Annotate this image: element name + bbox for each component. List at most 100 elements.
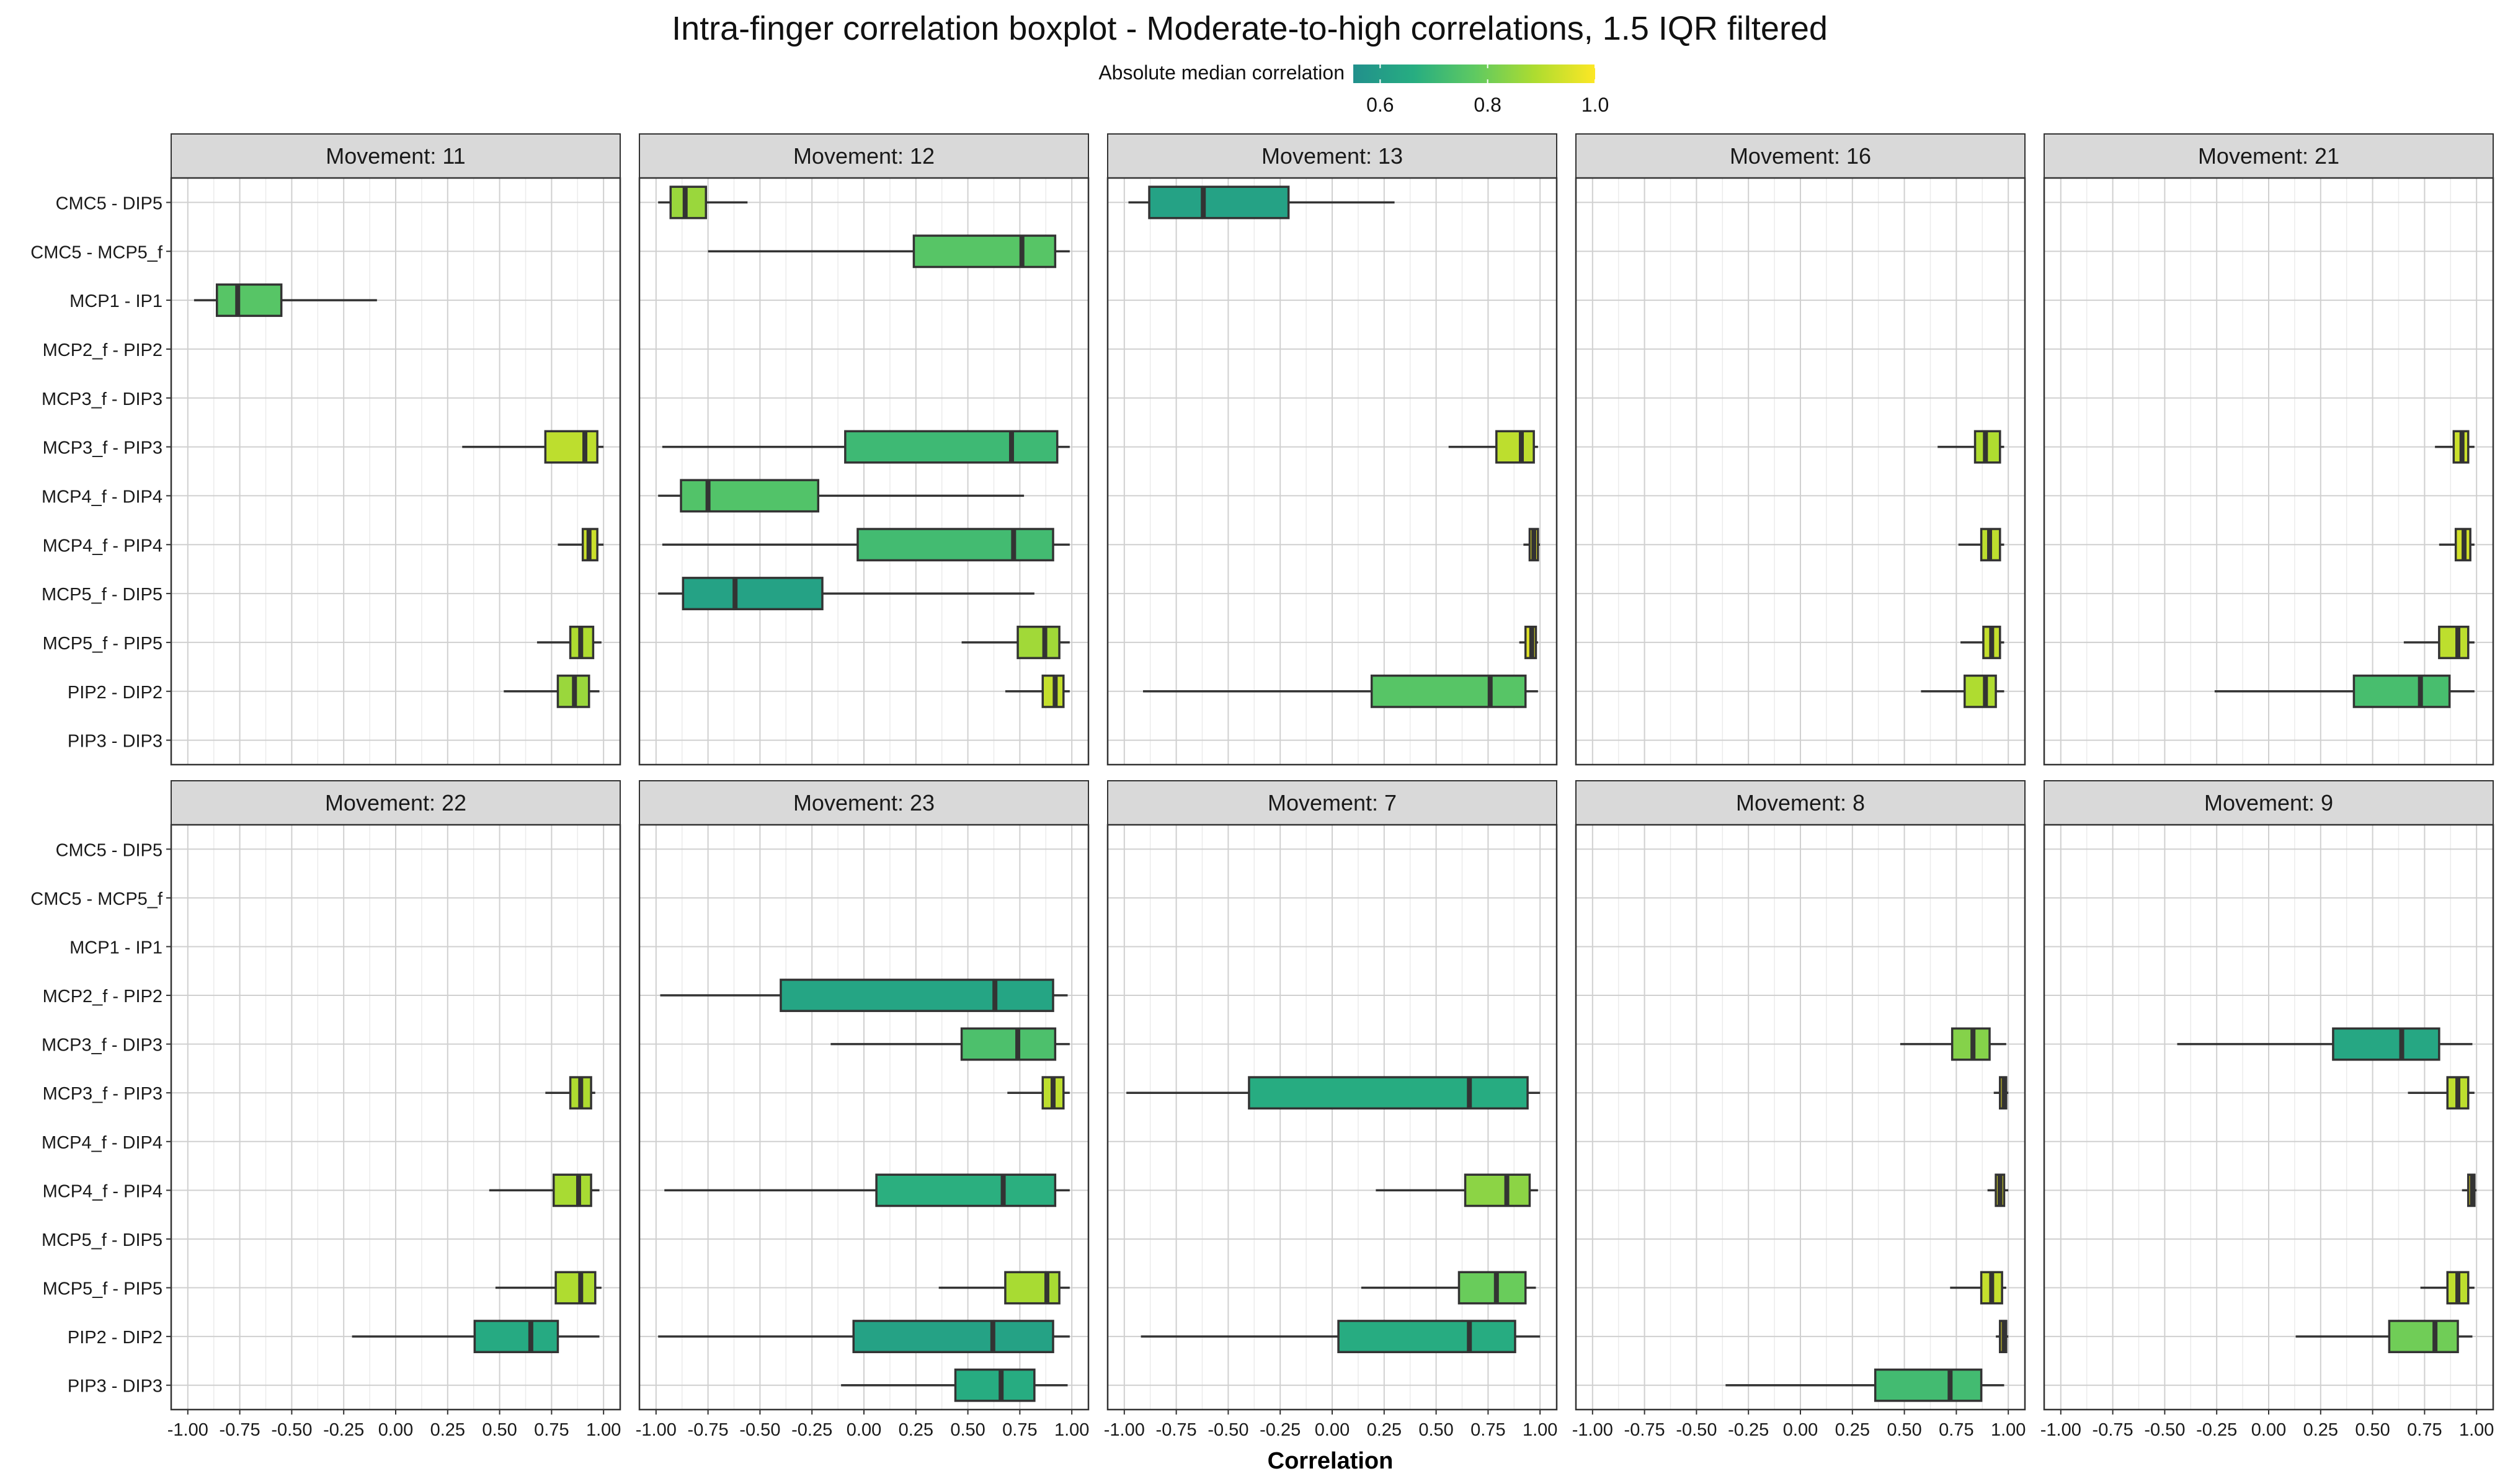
box-mcp5-f-pip5: [1950, 1271, 2006, 1305]
y-tick-label: MCP4_f - DIP4: [42, 1133, 162, 1153]
y-tick-label: MCP3_f - DIP3: [42, 1036, 162, 1055]
panel-border: [170, 177, 621, 766]
y-tick-label: MCP5_f - PIP5: [43, 634, 162, 654]
box-mcp5-f-pip5: [2420, 1271, 2475, 1305]
y-tick-label: MCP4_f - PIP4: [43, 536, 162, 556]
facet-strip-label: Movement: 8: [1736, 790, 1865, 815]
y-tick-label: MCP2_f - PIP2: [43, 340, 162, 360]
facet-strip-label: Movement: 11: [326, 143, 465, 169]
box-mcp4-f-dip4: [658, 479, 1025, 513]
color-legend: Absolute median correlation 0.6 0.8 1.0: [1098, 61, 1609, 116]
x-tick-label: 1.00: [586, 1420, 621, 1440]
x-tick-label: 0.50: [950, 1420, 985, 1440]
facet-panel: Movement: 21: [2043, 133, 2494, 766]
y-tick-label: MCP2_f - PIP2: [43, 987, 162, 1006]
facet-panel: Movement: 13: [1106, 133, 1558, 766]
box-mcp3-f-pip3: [545, 1076, 595, 1110]
box-iqr: [780, 979, 1054, 1012]
box-mcp4-f-pip4: [1376, 1173, 1538, 1207]
box-mcp4-f-pip4: [489, 1173, 600, 1207]
x-tick-label: 0.75: [1002, 1420, 1037, 1440]
box-mcp5-f-pip5: [1361, 1271, 1536, 1305]
box-iqr: [844, 430, 1059, 464]
x-tick-label: -0.50: [271, 1420, 312, 1440]
box-mcp3-f-pip3: [1993, 1076, 2009, 1110]
y-tick-label: MCP5_f - DIP5: [42, 1230, 162, 1250]
box-mcp4-f-pip4: [664, 1173, 1070, 1207]
facet-strip-label: Movement: 16: [1730, 143, 1871, 169]
x-tick-label: 0.75: [534, 1420, 569, 1440]
box-iqr: [1464, 1173, 1531, 1207]
facet-strip: [1575, 133, 2026, 179]
box-iqr: [669, 185, 708, 220]
box-iqr: [473, 1320, 559, 1354]
facet-strip: [2044, 780, 2494, 825]
box-iqr: [954, 1368, 1036, 1402]
y-tick-label: MCP4_f - DIP4: [42, 487, 162, 507]
facet-panel: Movement: 12: [638, 133, 1090, 766]
box-pip2-dip2: [352, 1320, 600, 1354]
box-iqr: [552, 1173, 592, 1207]
y-tick-label: MCP4_f - PIP4: [43, 1181, 162, 1201]
x-tick-label: -0.25: [791, 1420, 832, 1440]
panel-border: [2043, 177, 2494, 766]
x-tick-label: 0.00: [1783, 1420, 1818, 1440]
x-tick-label: -0.25: [1260, 1420, 1301, 1440]
box-mcp4-f-pip4: [2439, 528, 2475, 562]
x-tick-label: -0.25: [323, 1420, 364, 1440]
box-pip3-dip3: [841, 1368, 1068, 1402]
y-tick-label: MCP5_f - PIP5: [43, 1279, 162, 1299]
box-mcp3-f-pip3: [1448, 430, 1538, 464]
facet-strip-label: Movement: 9: [2204, 790, 2333, 815]
x-tick-label: -0.25: [2196, 1420, 2237, 1440]
x-tick-label: -0.75: [1624, 1420, 1665, 1440]
x-tick-label: 0.25: [899, 1420, 933, 1440]
box-iqr: [1148, 185, 1290, 220]
box-mcp4-f-pip4: [1987, 1173, 2009, 1207]
x-tick-label: 0.00: [378, 1420, 413, 1440]
box-pip2-dip2: [2295, 1320, 2473, 1354]
box-mcp3-f-pip3: [2435, 430, 2475, 464]
box-mcp5-f-pip5: [2403, 625, 2475, 659]
y-tick-label: PIP2 - DIP2: [68, 1328, 162, 1348]
box-mcp5-f-pip5: [1519, 625, 1538, 659]
facet-strip-label: Movement: 12: [793, 143, 935, 169]
legend-title: Absolute median correlation: [1098, 61, 1345, 84]
x-tick-label: 1.00: [1991, 1420, 2026, 1440]
x-tick-label: 0.50: [2355, 1420, 2390, 1440]
y-tick-label: MCP5_f - DIP5: [42, 585, 162, 605]
facet-strip-label: Movement: 7: [1268, 790, 1397, 815]
x-tick-label: 0.50: [1887, 1420, 1921, 1440]
box-mcp4-f-pip4: [1958, 528, 2004, 562]
box-iqr: [2352, 674, 2451, 708]
x-tick-label: -1.00: [1572, 1420, 1613, 1440]
box-iqr: [912, 234, 1057, 269]
box-pip2-dip2: [504, 674, 600, 708]
box-mcp4-f-pip4: [2462, 1173, 2477, 1207]
box-iqr: [1964, 674, 1997, 708]
box-iqr: [875, 1173, 1057, 1207]
x-tick-label: 1.00: [1054, 1420, 1089, 1440]
y-tick-label: CMC5 - MCP5_f: [30, 889, 163, 909]
box-mcp3-f-dip3: [1900, 1027, 2006, 1061]
box-iqr: [680, 479, 820, 513]
facet-panels: Movement: 11 PIP3 - DIP3 PIP2 - DIP2 MCP5_f…: [30, 133, 2494, 1440]
x-tick-label: -0.75: [220, 1420, 260, 1440]
facet-panel: Movement: 16: [1575, 133, 2026, 766]
legend-tick-label: 0.8: [1474, 94, 1501, 116]
y-tick-label: MCP1 - IP1: [69, 938, 162, 957]
y-tick-label: MCP1 - IP1: [69, 291, 162, 311]
y-tick-label: PIP2 - DIP2: [68, 683, 162, 703]
chart-title: Intra-finger correlation boxplot - Moder…: [672, 10, 1828, 47]
box-iqr: [1004, 1271, 1061, 1305]
facet-strip: [1575, 780, 2026, 825]
y-tick-label: CMC5 - DIP5: [56, 840, 162, 860]
panel-border: [1575, 177, 2026, 766]
box-mcp3-f-pip3: [1007, 1076, 1070, 1110]
box-iqr: [554, 1271, 597, 1305]
box-cmc5-dip5: [658, 185, 748, 220]
facet-strip: [171, 133, 621, 179]
x-tick-label: 0.25: [430, 1420, 465, 1440]
facet-panel: Movement: 8 -1.00 -0.75 -0.50 -0.25 0.00 0.25 0…: [1572, 780, 2026, 1440]
x-tick-label: 0.25: [1367, 1420, 1402, 1440]
